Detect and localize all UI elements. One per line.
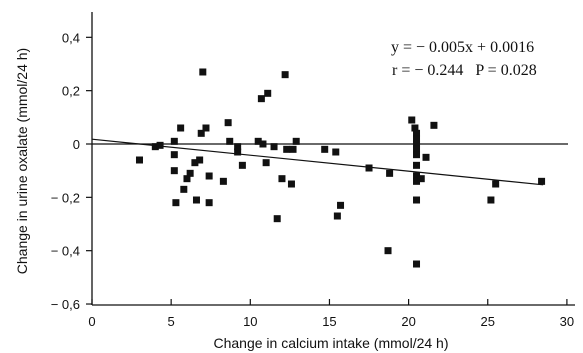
data-point [487,196,495,204]
data-point [332,148,340,156]
data-points [135,68,546,268]
correlation-stats: r = − 0.244 P = 0.028 [392,62,537,79]
data-point [273,215,281,223]
data-point [283,145,291,153]
x-tick-label: 20 [401,314,415,329]
data-point [289,145,297,153]
data-point [413,135,421,143]
data-point [226,137,234,145]
y-tick-label: 0,4 [62,30,80,45]
y-tick-label: 0,2 [62,84,80,99]
data-point [337,201,345,209]
x-axis-ticks: 0 5 10 15 20 25 30 [88,299,574,329]
data-point [205,172,213,180]
data-point [183,175,191,183]
data-point [238,161,246,169]
data-point [413,145,421,153]
data-point [177,124,185,132]
data-point [411,124,419,132]
data-point [430,121,438,129]
data-point [219,177,227,185]
data-point [234,143,242,151]
data-point [224,119,232,127]
x-tick-label: 10 [243,314,257,329]
data-point [413,151,421,159]
x-tick-label: 0 [88,314,95,329]
data-point [186,169,194,177]
data-point [199,68,207,76]
data-point [278,175,286,183]
data-point [196,156,204,164]
data-point [262,159,270,167]
data-point [191,159,199,167]
data-point [270,143,278,151]
plot-frame [91,12,575,306]
y-axis-title: Change in urine oxalate (mmol/24 h) [14,48,30,274]
x-tick-label: 30 [560,314,574,329]
data-point [151,143,159,151]
data-point [205,199,213,207]
y-tick-label: − 0,4 [51,244,80,259]
y-tick-label: 0 [73,137,80,152]
data-point [259,140,267,148]
data-point [170,137,178,145]
x-tick-label: 25 [481,314,495,329]
regression-line [91,138,544,186]
data-point [492,180,500,188]
data-point [413,129,421,137]
data-point [292,137,300,145]
data-point [172,199,180,207]
x-tick-label: 5 [168,314,175,329]
data-point [287,180,295,188]
regression-equation: y = − 0.005x + 0.0016 [391,39,534,56]
y-tick-label: − 0,6 [51,297,80,312]
data-point [264,89,272,97]
data-point [197,129,205,137]
data-point [413,172,421,180]
data-point [192,196,200,204]
data-point [333,212,341,220]
data-point [413,161,421,169]
data-point [135,156,143,164]
data-point [384,247,392,255]
data-point [180,185,188,193]
data-point [408,116,416,124]
data-point [417,175,425,183]
y-tick-label: − 0,2 [51,190,80,205]
data-point [422,153,430,161]
x-axis-title: Change in calcium intake (mmol/24 h) [214,335,449,351]
data-point [321,145,329,153]
data-point [257,95,265,103]
data-point [281,71,289,79]
data-point [254,137,262,145]
x-tick-label: 15 [322,314,336,329]
data-point [365,164,373,172]
data-point [156,141,164,149]
data-point [538,177,546,185]
data-point [413,177,421,185]
data-point [170,167,178,175]
data-point [413,196,421,204]
data-point [234,148,242,156]
y-axis-ticks: − 0,6 − 0,4 − 0,2 0 0,2 0,4 [51,30,92,312]
data-point [170,151,178,159]
data-point [386,169,394,177]
data-point [413,260,421,268]
data-point [413,140,421,148]
data-point [202,124,210,132]
